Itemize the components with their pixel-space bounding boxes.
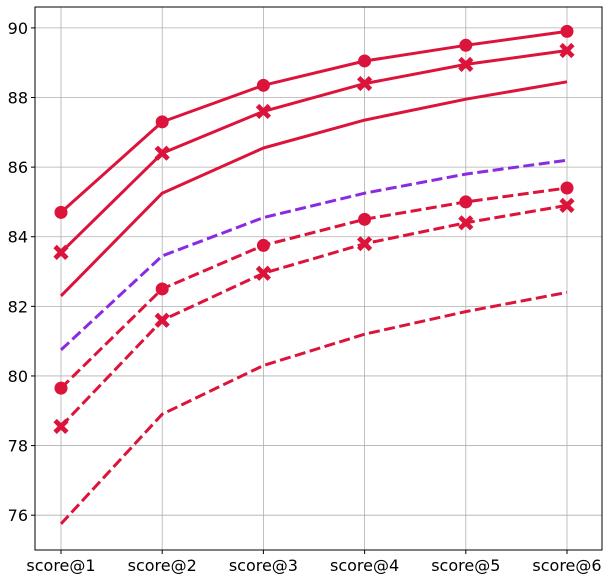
circle-marker (459, 195, 473, 209)
x-marker (357, 236, 373, 252)
x-tick-label: score@1 (26, 556, 95, 575)
x-marker-stroke (53, 244, 69, 260)
x-marker-stroke (559, 197, 575, 213)
x-marker-stroke (255, 265, 271, 281)
series-line-6 (59, 203, 568, 428)
x-tick-label: score@5 (431, 556, 500, 575)
x-marker-stroke (154, 145, 170, 161)
x-marker (154, 312, 170, 328)
y-tick-label: 86 (8, 158, 28, 177)
circle-marker (560, 181, 574, 195)
circle-marker (358, 212, 372, 226)
x-tick-label: score@3 (229, 556, 298, 575)
circle-marker (54, 381, 68, 395)
x-marker (53, 418, 69, 435)
y-tick-label: 84 (8, 228, 28, 247)
y-tick-label: 76 (8, 506, 28, 525)
x-marker (53, 244, 69, 260)
x-tick-label: score@6 (532, 556, 601, 575)
series-line-1 (60, 29, 568, 214)
circle-marker (155, 282, 169, 296)
x-marker-stroke (53, 418, 69, 435)
plot-frame (34, 6, 603, 551)
x-marker (255, 265, 271, 281)
circle-marker (54, 205, 68, 219)
x-tick-label: score@2 (128, 556, 197, 575)
series-line-3 (59, 80, 568, 297)
grid (35, 7, 602, 550)
marker-group (53, 24, 575, 435)
series-group (59, 29, 568, 525)
x-marker (458, 215, 474, 231)
x-marker-stroke (559, 42, 575, 59)
x-marker-stroke (458, 56, 474, 73)
y-tick-label: 88 (8, 89, 28, 108)
axis-ticks: score@1 score@2 score@3 score@4 score@5 score… (8, 19, 602, 575)
x-marker (255, 103, 271, 120)
x-marker-stroke (357, 236, 373, 252)
series-line-2 (59, 49, 568, 254)
x-marker-stroke (357, 75, 373, 92)
x-marker (458, 56, 474, 73)
circle-marker (358, 54, 372, 68)
y-tick-label: 80 (8, 367, 28, 386)
y-tick-label: 78 (8, 437, 28, 456)
series-line-4 (59, 158, 568, 351)
x-marker (559, 42, 575, 59)
circle-marker (155, 115, 169, 129)
x-marker (357, 75, 373, 92)
circle-marker (459, 38, 473, 52)
x-marker-stroke (255, 103, 271, 120)
series-line-7 (59, 290, 568, 525)
circle-marker (256, 238, 270, 252)
x-marker (559, 197, 575, 213)
series-line-5 (59, 186, 568, 390)
x-tick-label: score@4 (330, 556, 399, 575)
x-marker-stroke (154, 312, 170, 328)
x-marker (154, 145, 170, 161)
y-tick-label: 82 (8, 297, 28, 316)
y-tick-label: 90 (8, 19, 28, 38)
circle-marker (256, 78, 270, 92)
circle-marker (560, 24, 574, 38)
x-marker-stroke (458, 215, 474, 231)
